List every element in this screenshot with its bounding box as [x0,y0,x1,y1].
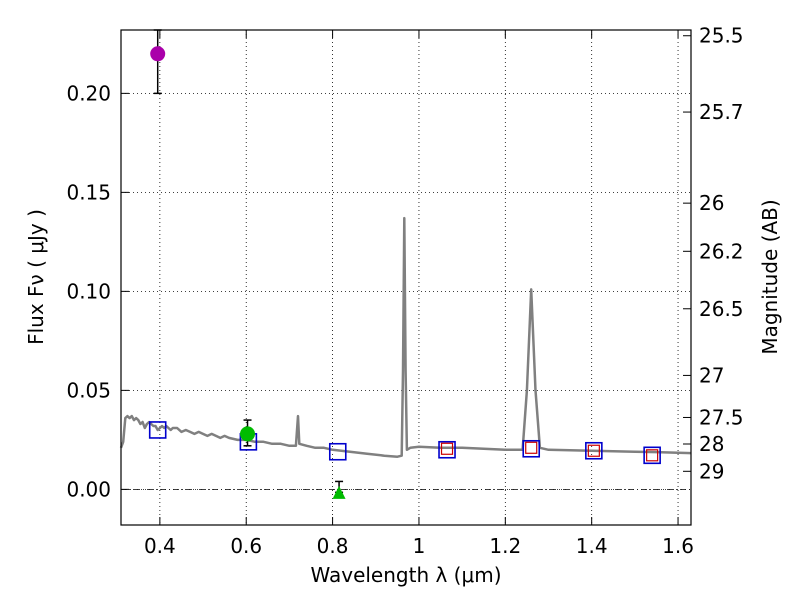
mag-tick-label: 27 [699,363,724,387]
model-band-square [438,440,456,459]
y2-axis-title: Magnitude (AB) [758,199,782,354]
mag-tick-label: 27.5 [699,405,744,429]
model-band-square [328,442,347,461]
model-band-square [643,446,661,465]
axis-ticks: 0.4 0.6 0.8 1 1.2 1.4 1.6 0.00 0.05 0.10 0.15 0.20 2… [66,24,743,558]
y-tick-label: 0.10 [66,279,111,303]
plot-frame [120,29,692,526]
observed-point-triangle [332,485,346,499]
x-tick-label: 0.6 [230,534,262,558]
x-tick-label: 1.6 [662,534,694,558]
y-axis-title: Flux Fν ( μJy ) [24,209,48,345]
model-band-square [585,441,603,460]
mag-tick-label: 26.5 [699,297,744,321]
observed-point [150,46,166,62]
observed-point [240,426,256,442]
y-tick-label: 0.05 [66,378,111,402]
observed-ir-square [587,444,600,457]
mag-tick-label: 29 [699,459,724,483]
model-spectrum-line [119,216,692,458]
mag-tick-label: 26.2 [699,239,744,263]
mag-tick-label: 25.7 [699,100,744,124]
plot-data [119,29,692,499]
model-band-square [522,439,541,458]
mag-tick-label: 26 [699,191,724,215]
x-tick-label: 1.4 [576,534,608,558]
x-axis-title: Wavelength λ (μm) [310,563,501,587]
observed-ir-square [440,442,454,455]
y-tick-label: 0.15 [66,180,111,204]
observed-ir-square [525,441,538,454]
x-tick-label: 0.8 [317,534,349,558]
y-tick-label: 0.20 [66,81,111,105]
y-tick-label: 0.00 [66,477,111,501]
x-tick-label: 0.4 [144,534,176,558]
observed-ir-square [646,449,659,462]
x-tick-label: 1 [413,534,426,558]
x-tick-label: 1.2 [489,534,521,558]
mag-tick-label: 28 [699,432,724,456]
mag-tick-label: 25.5 [699,24,744,48]
model-band-square [148,421,167,439]
